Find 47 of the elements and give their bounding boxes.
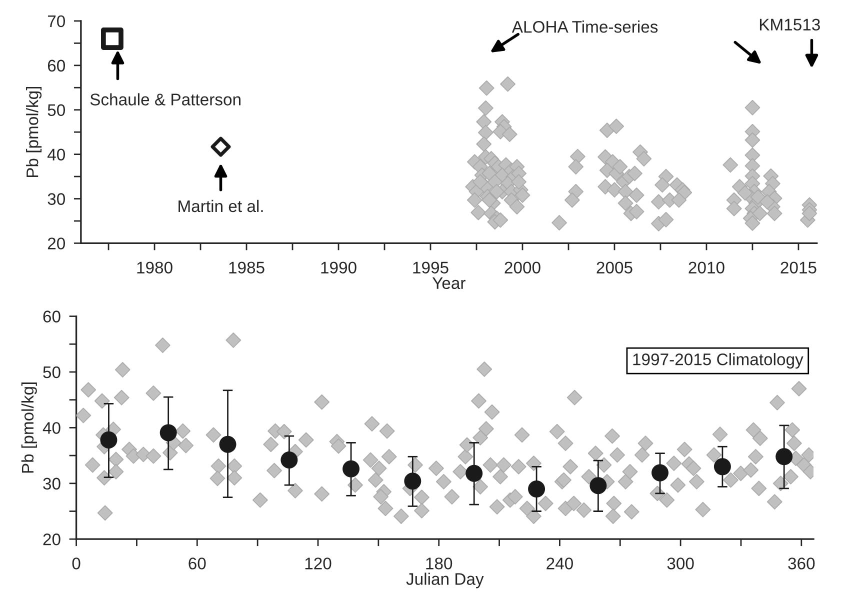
x-tick-label: 360 [788, 558, 815, 570]
x-tick-label: 2015 [780, 262, 816, 274]
y-tick-label: 50 [48, 104, 65, 116]
y-tick-label: 60 [48, 60, 65, 72]
y-tick-label: 20 [43, 534, 60, 546]
point [219, 436, 236, 453]
point [404, 472, 422, 490]
x-tick-label: 2005 [596, 262, 632, 274]
point [528, 480, 546, 498]
y-tick-label: 70 [48, 15, 65, 28]
point [100, 431, 118, 448]
x-tick-label: 1995 [413, 262, 448, 274]
point [342, 460, 360, 478]
point [160, 424, 177, 442]
x-tick-label: 2010 [688, 262, 724, 274]
annotation: 1997-2015 Climatology [633, 353, 804, 369]
y-tick-label: 40 [47, 148, 65, 161]
x-axis-title: Julian Day [406, 572, 484, 588]
point [714, 458, 731, 476]
point [466, 464, 483, 482]
x-tick-label: 120 [305, 558, 332, 570]
point [590, 477, 607, 494]
x-tick-label: 1985 [229, 262, 264, 274]
y-tick-label: 60 [43, 310, 60, 322]
y-tick-label: 50 [43, 366, 60, 378]
x-tick-label: 60 [188, 558, 206, 570]
x-tick-label: 180 [426, 558, 452, 570]
y-axis-title: Pb [pmol/kg] [21, 382, 37, 473]
y-tick-label: 30 [43, 478, 60, 490]
y-tick-label: 20 [48, 238, 65, 250]
annotation: Schaule & Patterson [90, 93, 240, 106]
annotation: ALOHA Time-series [512, 20, 658, 33]
y-axis-title: Pb [pmol/kg] [26, 86, 42, 178]
annotation: Martin et al. [178, 200, 263, 212]
point [280, 451, 298, 468]
point [652, 464, 669, 482]
point [776, 448, 793, 466]
x-tick-label: 300 [667, 558, 694, 570]
x-tick-label: 2000 [504, 262, 540, 274]
y-tick-label: 40 [42, 422, 60, 434]
x-tick-label: 1990 [321, 262, 356, 274]
x-tick-label: 1980 [137, 262, 172, 274]
x-tick-label: 0 [72, 558, 80, 570]
x-tick-label: 240 [546, 558, 573, 570]
annotation: KM1513 [760, 18, 820, 31]
y-tick-label: 30 [48, 193, 65, 205]
x-axis-title: Year [432, 277, 466, 290]
